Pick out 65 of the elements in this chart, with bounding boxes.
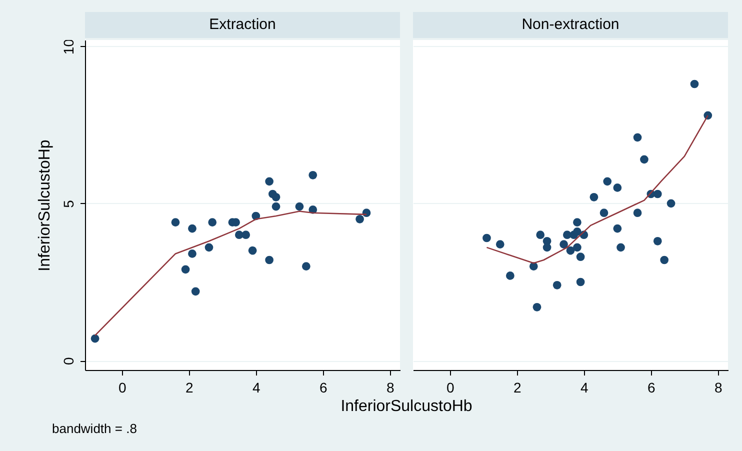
point (576, 252, 585, 262)
y-tick-label: 10 (60, 38, 76, 55)
point (308, 170, 318, 180)
point (573, 218, 582, 226)
point (590, 192, 598, 202)
point (265, 177, 274, 186)
point (272, 192, 280, 202)
chart-title: Non-extraction (413, 12, 728, 38)
point (265, 256, 274, 264)
point (356, 214, 364, 224)
point (542, 243, 552, 252)
point (613, 184, 622, 192)
point (536, 230, 545, 240)
point (640, 155, 648, 164)
x-tick-label: 4 (252, 380, 261, 396)
point (690, 80, 699, 88)
x-axis-title: InferiorSulcustoHb (340, 398, 474, 416)
x-tick-label: 4 (580, 380, 589, 396)
point (560, 240, 568, 248)
y-tick-label: 0 (60, 356, 76, 365)
point (90, 334, 100, 343)
point (653, 190, 662, 198)
x-tick-label: 8 (714, 380, 723, 396)
point (208, 218, 217, 226)
point (482, 234, 491, 242)
x-tick-label: 6 (320, 380, 328, 396)
point (600, 208, 608, 218)
x-tick-label: 2 (185, 380, 194, 396)
y-axis-title: InferiorSulcustoHp (36, 140, 54, 272)
point (295, 202, 304, 211)
point (272, 202, 280, 211)
point (242, 230, 250, 240)
point (613, 224, 622, 233)
point (248, 246, 257, 255)
point (573, 243, 582, 252)
x-tick-label: 6 (648, 380, 656, 396)
point (633, 133, 642, 142)
point (633, 208, 642, 218)
point (552, 280, 562, 290)
point (181, 265, 190, 274)
x-tick-label: 0 (446, 380, 454, 396)
point (532, 302, 542, 312)
point (171, 218, 180, 226)
y-tick-label: 5 (60, 200, 76, 208)
x-tick-label: 2 (513, 380, 522, 396)
point (660, 256, 669, 264)
point (529, 262, 538, 270)
x-tick-label: 8 (386, 380, 395, 396)
point (653, 236, 662, 246)
point (188, 224, 196, 233)
point (603, 177, 612, 186)
x-tick-label: 0 (118, 380, 126, 396)
point (496, 240, 504, 248)
point (204, 243, 214, 252)
point (616, 243, 625, 252)
point (188, 250, 196, 258)
point (576, 278, 585, 286)
point (566, 246, 575, 255)
text: bandwidth = .8 (52, 421, 137, 436)
chart-title: Extraction (85, 12, 400, 38)
point (191, 287, 200, 296)
point (506, 272, 514, 280)
point (302, 262, 310, 270)
point (666, 199, 676, 208)
point (573, 228, 582, 236)
